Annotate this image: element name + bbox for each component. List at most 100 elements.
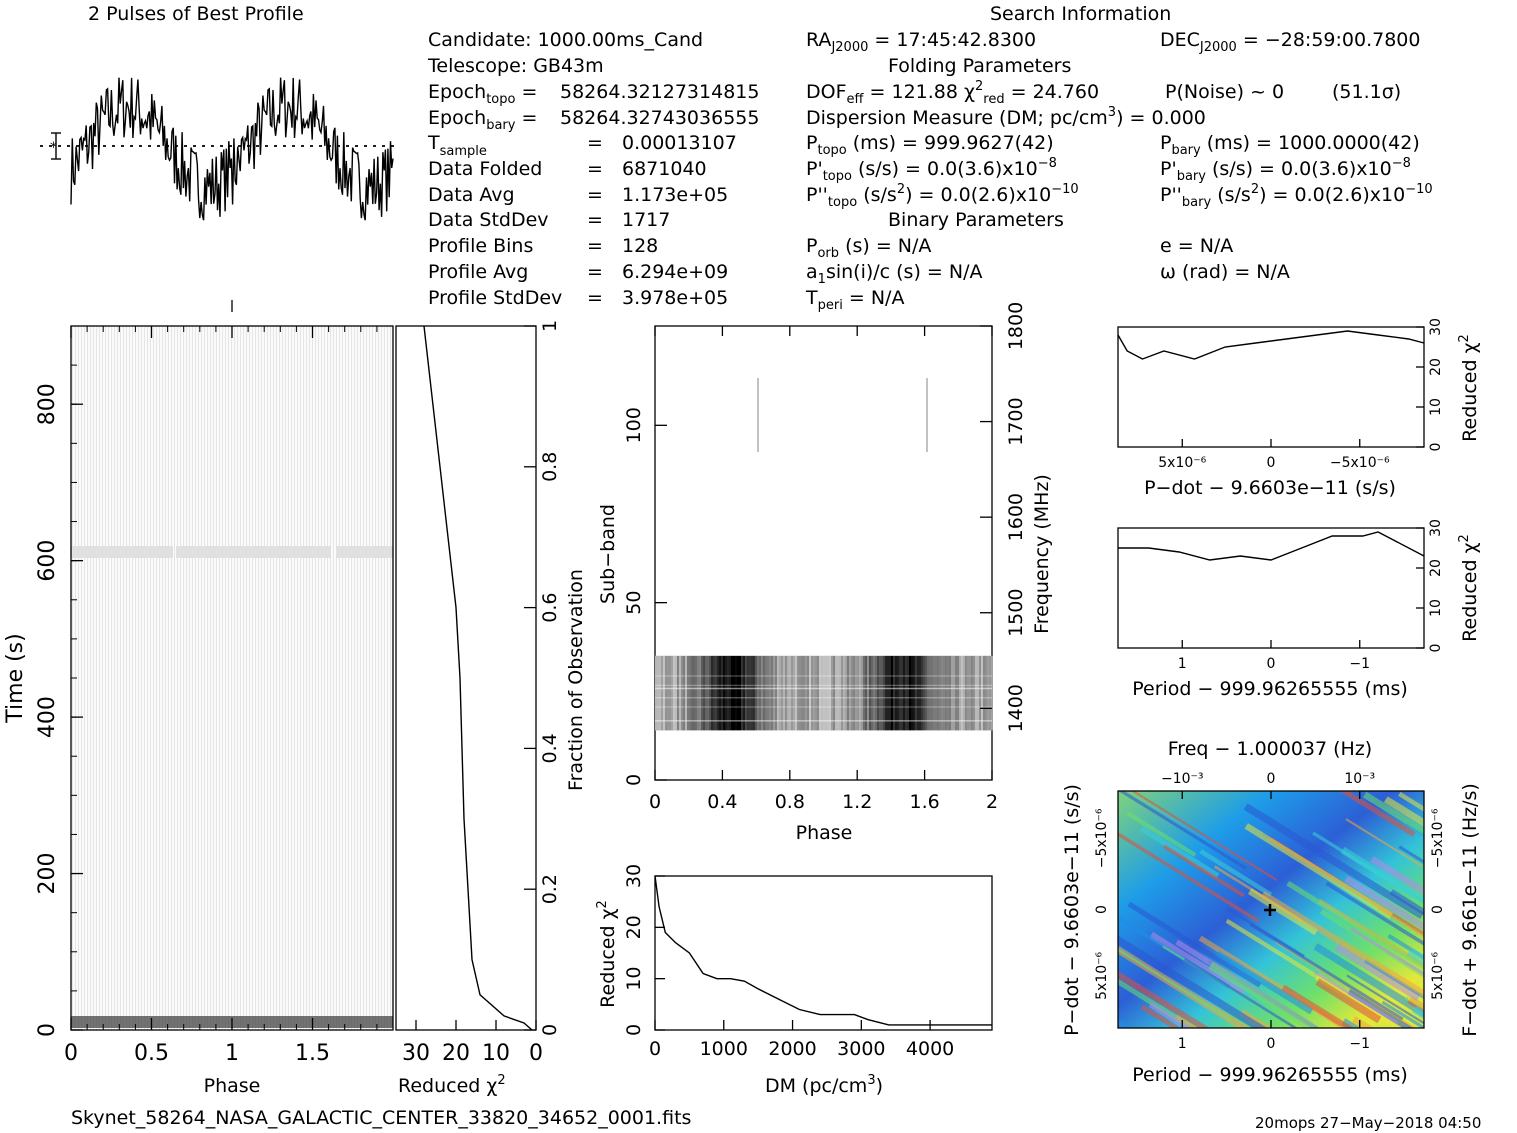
band-column: [795, 655, 797, 731]
band-column: [765, 655, 767, 731]
band-column: [733, 655, 735, 731]
band-column: [687, 655, 689, 731]
y-tick-label: 10: [1428, 599, 1444, 617]
band-column: [729, 655, 731, 731]
x-tick-label: 1.5: [295, 1041, 330, 1066]
subband-x-ticks: 0 0.4 0.8 1.2 1.6 2: [649, 326, 998, 813]
heat-streak: [1140, 1004, 1181, 1028]
chi2-dm-frame: [654, 875, 993, 1031]
data-folded-label: Data Folded: [428, 158, 542, 180]
y-tick-label: 1: [539, 320, 561, 332]
heat-streak: [1130, 791, 1278, 882]
band-column: [757, 655, 759, 731]
band-column: [867, 655, 869, 731]
y-tick-label: 0.6: [539, 592, 561, 622]
y-tick-label: 20: [1428, 358, 1444, 376]
band-column: [703, 655, 705, 731]
band-column: [865, 655, 867, 731]
band-column: [841, 655, 843, 731]
band-column: [759, 655, 761, 731]
band-column: [721, 655, 723, 731]
freq-label: Freq − 1.000037 (Hz): [1168, 738, 1372, 760]
subband-xlabel: Phase: [796, 822, 853, 844]
chi2-time-line: [423, 325, 533, 1031]
heat-streak: [1325, 881, 1424, 946]
frequency-ylabel: Frequency (MHz): [1031, 474, 1053, 634]
telescope-line: Telescope: GB43m: [427, 55, 604, 77]
band-column: [969, 655, 971, 731]
x-tick-label: 1: [1178, 656, 1187, 672]
band-column: [667, 655, 669, 731]
band-column: [809, 655, 811, 731]
search-info-title: Search Information: [990, 3, 1171, 25]
x-tick-label: 1.2: [842, 791, 872, 813]
band-column: [669, 655, 671, 731]
band-column: [701, 655, 703, 731]
band-column: [659, 655, 661, 731]
pdd-topo-line: P''topo (s/s2) = 0.0(2.6)x10−10: [806, 182, 1079, 210]
band-column: [913, 655, 915, 731]
band-column: [917, 655, 919, 731]
y-tick-label: 30: [1428, 519, 1444, 537]
data-stddev-value: 1717: [622, 209, 670, 231]
x-tick-label: 0: [64, 1041, 78, 1066]
heat-streak: [1421, 1035, 1517, 1112]
candidate-line: Candidate: 1000.00ms_Cand: [428, 29, 703, 51]
y-tick-label: 10: [1428, 398, 1444, 416]
subband-ylabel: Sub−band: [597, 504, 619, 604]
y2-tick-label: −5x10⁻⁶: [1430, 808, 1446, 868]
band-column: [695, 655, 697, 731]
band-column: [921, 655, 923, 731]
band-column: [681, 655, 683, 731]
heat-streak: [1345, 818, 1423, 868]
fraction-axis-label: Fraction of Observation: [565, 569, 587, 791]
heat-streak: [1440, 1037, 1508, 1079]
svg-text:=: =: [587, 287, 603, 309]
band-column: [671, 655, 673, 731]
best-marker: [1264, 904, 1276, 916]
time-phase-heatmap: [71, 326, 393, 1030]
ppdot-ticks: 1 0 −1 −10⁻³ 0 10⁻³ 5x10⁻⁶ 0 −5x10⁻⁶ −5x10⁻⁶ 0 5x10…: [1094, 771, 1446, 1052]
profile-errorbar: *: [50, 132, 61, 160]
band-column: [739, 655, 741, 731]
band-column: [979, 655, 981, 731]
epoch-bary-value: 58264.32743036555: [560, 107, 759, 129]
band-column: [947, 655, 949, 731]
heat-streak: [1208, 961, 1320, 1028]
heat-streak: [1199, 849, 1273, 897]
band-column: [893, 655, 895, 731]
band-column: [715, 655, 717, 731]
band-column: [965, 655, 967, 731]
band-column: [907, 655, 909, 731]
time-phase-y-ticks: 0 200 400 600 800: [35, 364, 83, 1037]
chi2-pdot-plot: 5x10⁻⁶ 0 −5x10⁻⁶ 0 10 20 30 P−dot − 9.6603e−11…: [1117, 318, 1481, 499]
chi2-time-plot: 30 20 10 0 0 0.2 0.4 0.6 0.8 1 Reduced χ2 Fracti…: [395, 320, 587, 1097]
band-column: [857, 655, 859, 731]
band-column: [821, 655, 823, 731]
y-tick-label: 600: [35, 540, 60, 582]
y-tick-label: 0: [539, 1024, 561, 1036]
svg-text:=: =: [587, 209, 603, 231]
band-column: [885, 655, 887, 731]
band-column: [833, 655, 835, 731]
pd-topo-line: P'topo (s/s) = 0.0(3.6)x10−8: [806, 156, 1057, 184]
band-column: [945, 655, 947, 731]
band-column: [869, 655, 871, 731]
chi2-period-line: [1118, 531, 1425, 561]
y2-tick-label: 1500: [1005, 589, 1027, 637]
chi2-period-frame: [1117, 527, 1425, 649]
band-column: [827, 655, 829, 731]
y-tick-label: 20: [623, 915, 645, 939]
chi2-dm-line: [654, 875, 992, 1026]
candidate-info: Candidate: 1000.00ms_Cand Telescope: GB4…: [427, 29, 759, 309]
heat-streak: [1446, 969, 1517, 1059]
band-column: [875, 655, 877, 731]
band-column: [807, 655, 809, 731]
heat-streak: [1383, 796, 1424, 828]
y-tick-label: 0: [1428, 644, 1444, 653]
x-tick-label: 4000: [906, 1038, 954, 1060]
y-tick-label: 100: [623, 407, 645, 443]
heat-streak: [1286, 880, 1424, 971]
x-tick-label: −5x10⁻⁶: [1330, 455, 1390, 471]
heat-streak: [1315, 978, 1382, 1024]
